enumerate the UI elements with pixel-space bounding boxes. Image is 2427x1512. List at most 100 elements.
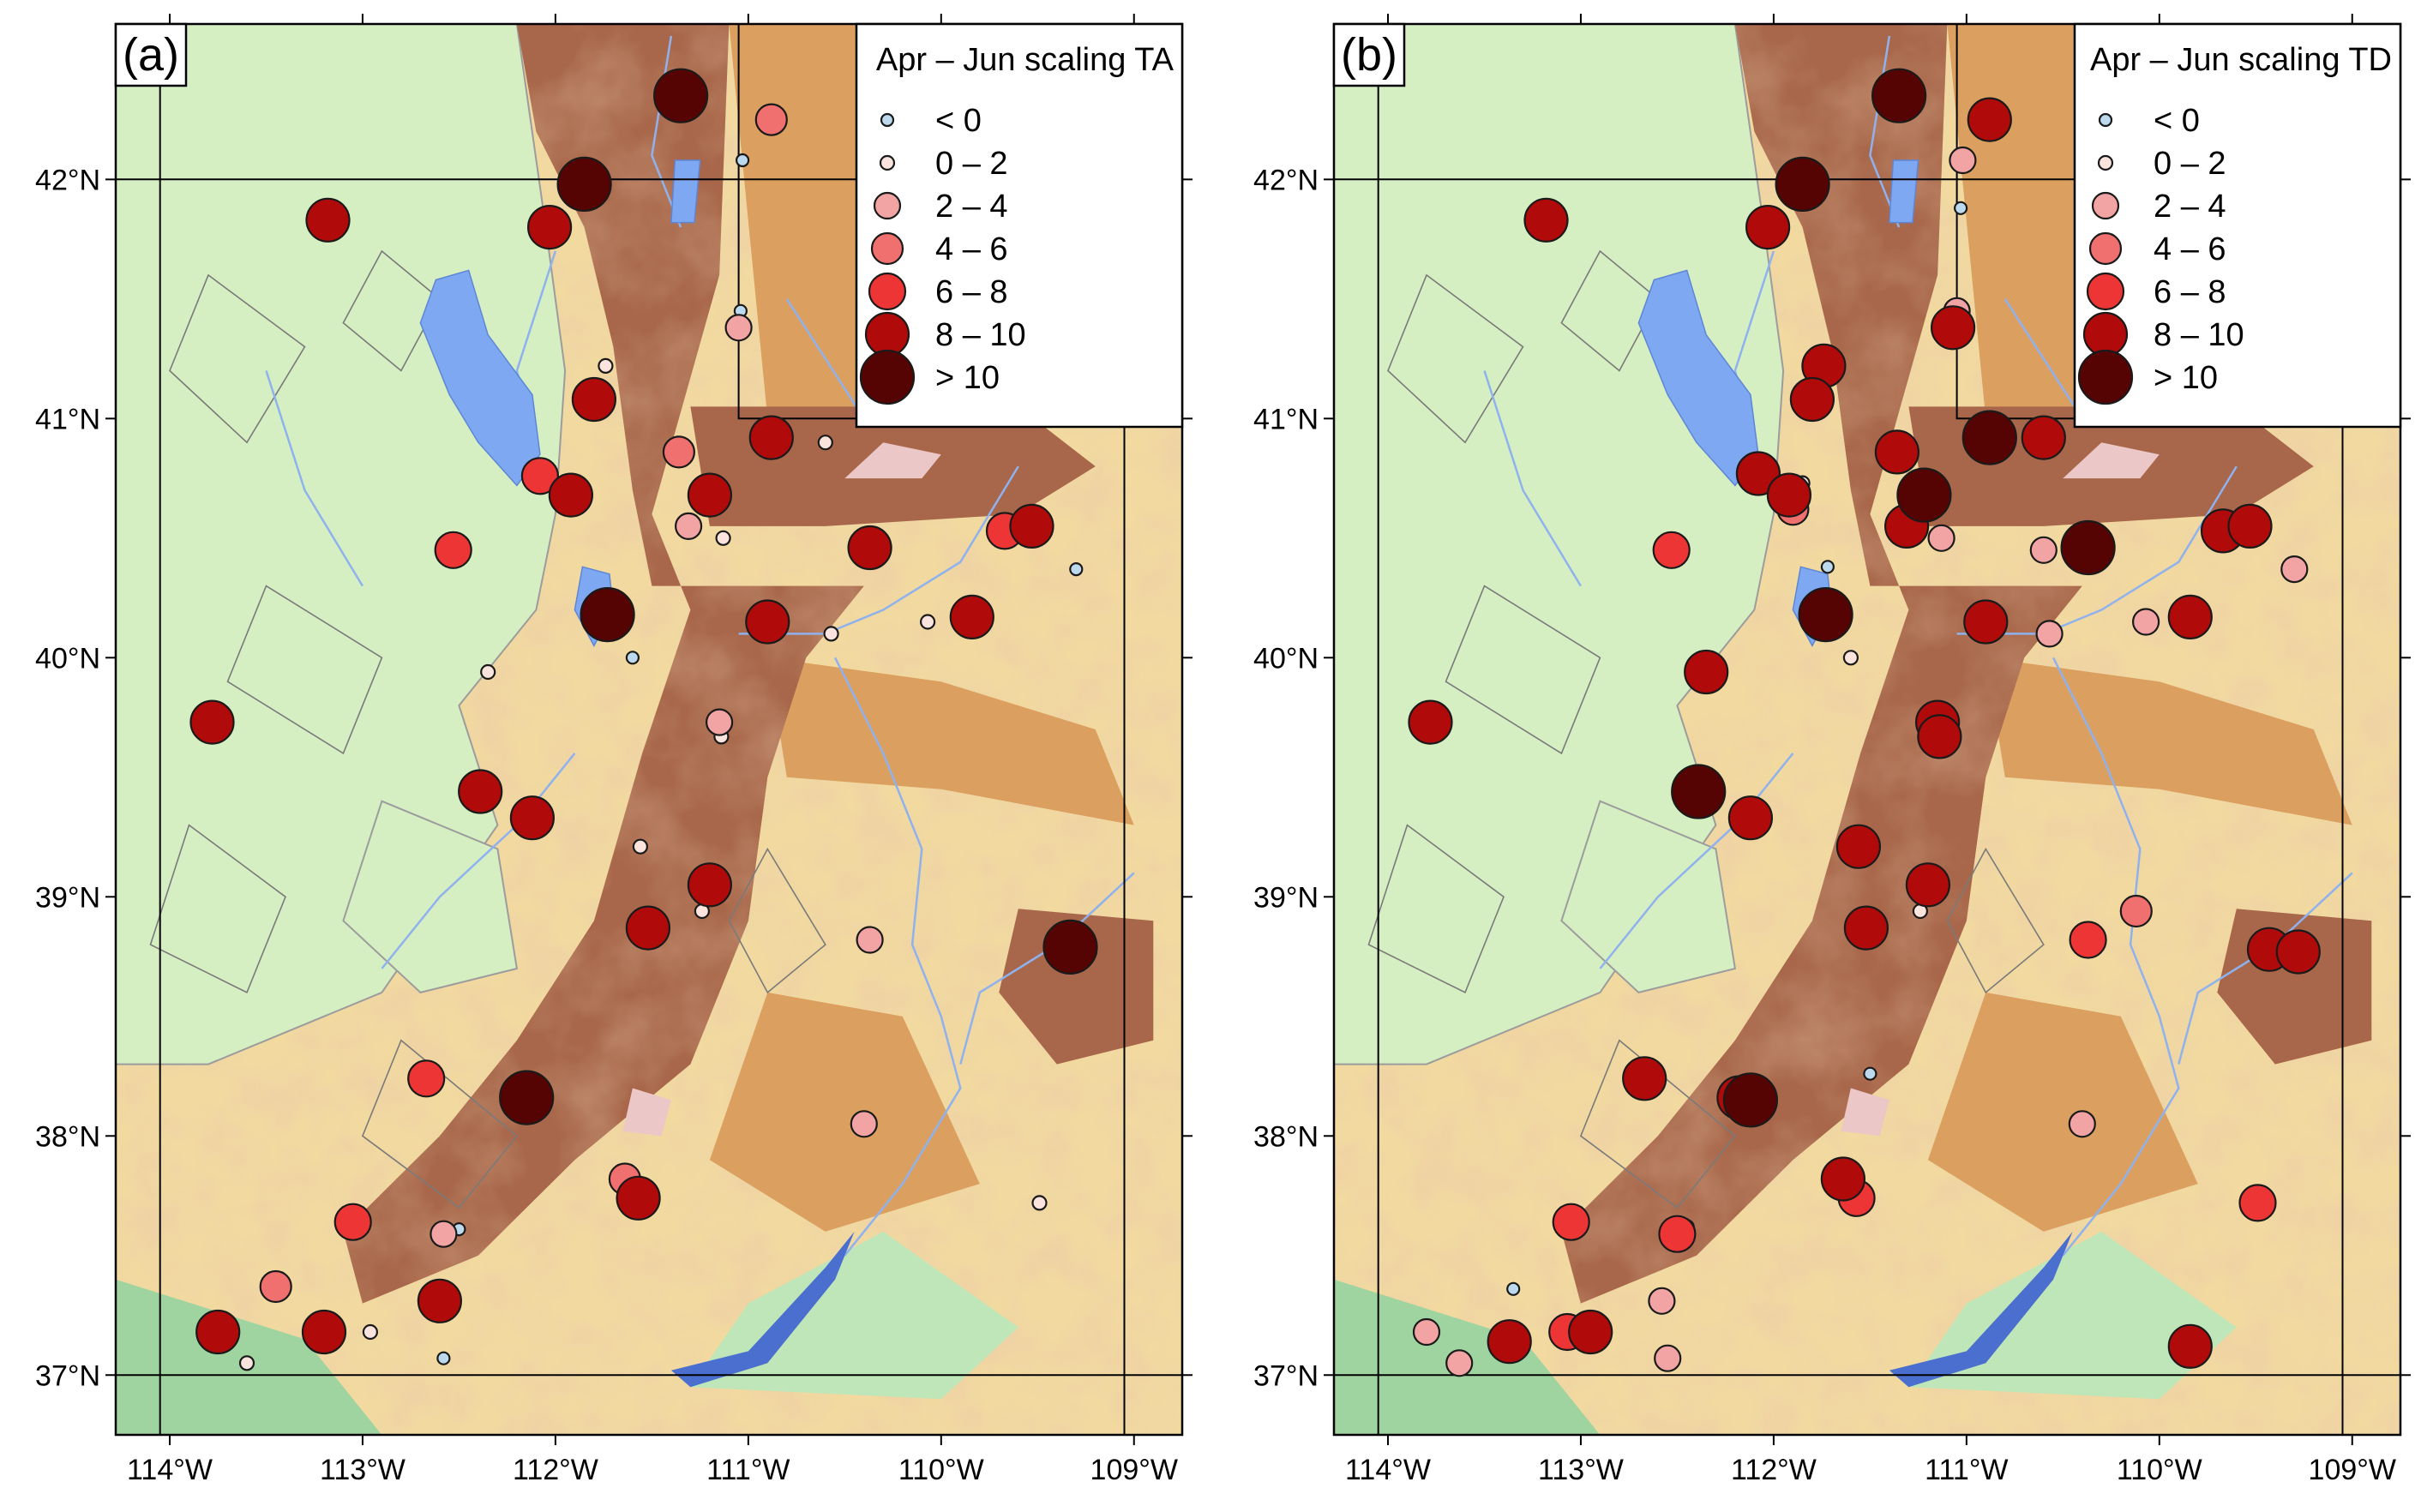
- legend-swatch: [879, 154, 896, 171]
- station-marker: [616, 1175, 661, 1221]
- station-marker: [1648, 1287, 1676, 1315]
- x-tick-label: 114°W: [127, 1454, 213, 1486]
- station-marker: [305, 197, 351, 243]
- station-marker: [705, 708, 734, 736]
- legend-label: 6 – 8: [2154, 274, 2226, 310]
- x-tick-label: 112°W: [513, 1454, 598, 1486]
- station-marker: [715, 530, 731, 546]
- x-tick-label: 111°W: [706, 1454, 790, 1486]
- river: [738, 465, 1019, 635]
- panel-tag-box: [1332, 22, 1406, 87]
- station-marker: [1905, 862, 1950, 908]
- x-tick-label: 113°W: [1538, 1454, 1624, 1486]
- station-marker: [1069, 561, 1084, 577]
- station-marker: [571, 376, 617, 423]
- station-marker: [735, 153, 750, 168]
- legend-label: 4 – 6: [935, 231, 1008, 267]
- panel-tag: (a): [123, 29, 179, 81]
- elevation-contour: [226, 585, 383, 755]
- station-marker: [1896, 467, 1952, 523]
- legend-box: [2073, 22, 2402, 429]
- legend-swatch: [859, 349, 916, 405]
- mountain-range: [999, 909, 1154, 1065]
- station-marker: [949, 594, 994, 640]
- legend-label: 8 – 10: [2154, 317, 2244, 353]
- elevation-contour: [1387, 273, 1524, 444]
- legend-swatch: [868, 272, 907, 311]
- station-marker: [1820, 560, 1835, 574]
- legend-label: < 0: [935, 103, 982, 139]
- station-marker: [2021, 415, 2066, 460]
- station-marker: [238, 1355, 255, 1371]
- station-marker: [1871, 68, 1927, 123]
- river: [1483, 370, 1582, 587]
- station-marker: [458, 769, 503, 814]
- station-marker: [1766, 472, 1811, 518]
- station-marker: [1835, 824, 1881, 869]
- x-tick-label: 114°W: [1345, 1454, 1431, 1486]
- station-marker: [1684, 649, 1729, 695]
- upland-area: [1927, 992, 2198, 1232]
- legend-label: > 10: [2154, 360, 2218, 396]
- station-marker: [1031, 1195, 1048, 1211]
- panel-b: 114°W 113°W 112°W 111°W 110°W 109°W 42°N 41°N 40…: [1253, 14, 2411, 1486]
- station-marker: [1917, 714, 1962, 759]
- station-marker: [499, 1070, 555, 1125]
- station-marker: [1954, 201, 1968, 215]
- bear-lake: [670, 159, 701, 224]
- y-tick-label: 39°N: [35, 881, 100, 914]
- station-marker: [687, 862, 733, 908]
- station-marker: [748, 415, 794, 460]
- station-marker: [2275, 929, 2321, 975]
- y-tick-label: 42°N: [1253, 164, 1319, 196]
- elevation-contour: [1445, 585, 1601, 755]
- x-tick-label: 110°W: [898, 1454, 984, 1486]
- station-marker: [1654, 1344, 1682, 1372]
- station-marker: [823, 626, 839, 642]
- station-marker: [1735, 451, 1781, 496]
- legend: Apr – Jun scaling TD < 0 0 – 2 2 – 4 4 – 6 6 …: [2073, 22, 2402, 429]
- upland-area: [709, 992, 980, 1232]
- legend-label: 6 – 8: [935, 274, 1008, 310]
- station-marker: [2132, 608, 2160, 636]
- station-marker: [625, 651, 640, 665]
- mountain-peak: [844, 442, 941, 479]
- upland-area: [767, 657, 1134, 825]
- station-marker: [1408, 699, 1453, 745]
- river: [833, 657, 962, 1257]
- y-tick-label: 38°N: [1253, 1120, 1319, 1153]
- station-marker: [754, 103, 788, 136]
- station-marker: [1863, 1066, 1877, 1081]
- station-marker: [2227, 503, 2273, 549]
- station-marker: [434, 531, 472, 569]
- legend-swatch: [2088, 231, 2123, 266]
- river: [1956, 465, 2238, 635]
- station-marker: [1789, 376, 1835, 423]
- station-marker: [509, 795, 556, 841]
- station-marker: [362, 1323, 378, 1341]
- station-marker: [2238, 1184, 2277, 1222]
- y-tick-label: 41°N: [1253, 403, 1319, 435]
- mountain-peak: [1841, 1088, 1889, 1137]
- legend-swatch: [873, 191, 902, 220]
- legend-swatch: [2086, 272, 2125, 311]
- station-marker: [724, 314, 753, 342]
- river: [2052, 657, 2180, 1257]
- elevation-contour: [361, 1039, 519, 1209]
- station-marker: [2029, 536, 2058, 564]
- station-marker: [2167, 594, 2213, 640]
- station-marker: [1967, 97, 2012, 142]
- y-tick-label: 38°N: [35, 1120, 100, 1153]
- river: [381, 753, 576, 969]
- station-marker: [1487, 1319, 1532, 1365]
- y-tick-label: 37°N: [1253, 1359, 1319, 1392]
- station-marker: [301, 1309, 347, 1355]
- station-marker: [1506, 1281, 1521, 1296]
- station-marker: [436, 1351, 451, 1365]
- station-marker: [1949, 146, 1977, 175]
- elevation-contour: [342, 249, 441, 372]
- station-marker: [1745, 205, 1791, 250]
- station-marker: [195, 1309, 241, 1355]
- station-marker: [1820, 1156, 1865, 1202]
- station-marker: [817, 435, 833, 451]
